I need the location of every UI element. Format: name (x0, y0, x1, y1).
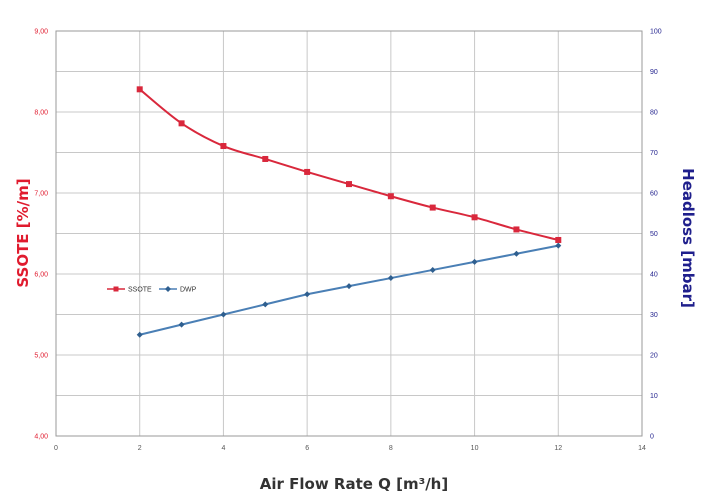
data-point-ssote (178, 120, 185, 127)
data-point-ssote (387, 193, 394, 200)
data-point-dwp (178, 321, 185, 328)
right-y-tick-label: 20 (650, 353, 658, 360)
right-y-tick-label: 10 (650, 393, 658, 400)
plot-area-frame (55, 30, 643, 437)
x-tick-label: 14 (638, 445, 646, 452)
right-y-tick-label: 80 (650, 110, 658, 117)
left-y-axis-ticks: 4,00 5,00 6,00 7,00 8,00 9,00 (34, 29, 48, 441)
legend: SSOTE DWP (107, 286, 197, 294)
x-tick-label: 6 (305, 445, 309, 452)
right-y-tick-label: 0 (650, 434, 654, 441)
right-y-axis-label: Headloss [mbar] (679, 168, 697, 308)
x-tick-label: 8 (389, 445, 393, 452)
data-point-dwp (513, 250, 520, 257)
data-point-ssote (555, 236, 562, 243)
right-y-tick-label: 60 (650, 191, 658, 198)
data-point-ssote (262, 155, 269, 162)
right-y-axis-ticks: 0 10 20 30 40 50 60 70 80 90 100 (650, 29, 662, 441)
data-point-ssote (513, 226, 520, 233)
left-y-tick-label: 8,00 (34, 110, 48, 117)
right-y-tick-label: 90 (650, 69, 658, 76)
legend-dwp-marker (165, 286, 171, 292)
data-point-dwp (555, 242, 562, 249)
data-point-dwp (346, 283, 352, 290)
series-group (136, 86, 562, 338)
data-point-dwp (136, 331, 143, 338)
data-point-dwp (387, 275, 394, 282)
data-point-dwp (220, 311, 227, 318)
right-y-tick-label: 40 (650, 272, 658, 279)
data-point-ssote (346, 181, 352, 188)
x-tick-label: 12 (554, 445, 562, 452)
data-point-dwp (304, 291, 311, 298)
data-point-ssote (136, 86, 143, 93)
x-tick-label: 0 (54, 445, 58, 452)
data-point-dwp (429, 266, 436, 273)
data-point-dwp (262, 301, 269, 308)
left-y-tick-label: 5,00 (34, 353, 48, 360)
legend-dwp-label: DWP (180, 287, 197, 294)
x-tick-label: 2 (138, 445, 142, 452)
right-y-tick-label: 50 (650, 231, 658, 238)
x-tick-label: 4 (221, 445, 225, 452)
left-y-tick-label: 4,00 (34, 434, 48, 441)
right-y-tick-label: 100 (650, 29, 662, 36)
left-y-tick-label: 7,00 (34, 191, 48, 198)
legend-ssote-marker (113, 286, 119, 292)
data-point-dwp (471, 258, 478, 265)
data-point-ssote (220, 143, 227, 150)
x-axis-ticks: 0 2 4 6 8 10 12 14 (54, 445, 646, 452)
grid (55, 30, 643, 437)
legend-ssote-label: SSOTE (128, 287, 152, 294)
x-axis-label: Air Flow Rate Q [m³/h] (260, 475, 448, 493)
data-point-ssote (304, 168, 311, 175)
x-tick-label: 10 (471, 445, 479, 452)
right-y-tick-label: 30 (650, 312, 658, 319)
right-y-tick-label: 70 (650, 150, 658, 157)
data-point-ssote (429, 204, 436, 211)
left-y-tick-label: 6,00 (34, 272, 48, 279)
data-point-ssote (471, 214, 478, 221)
left-y-axis-label: SSOTE [%/m] (14, 178, 32, 287)
left-y-tick-label: 9,00 (34, 29, 48, 36)
